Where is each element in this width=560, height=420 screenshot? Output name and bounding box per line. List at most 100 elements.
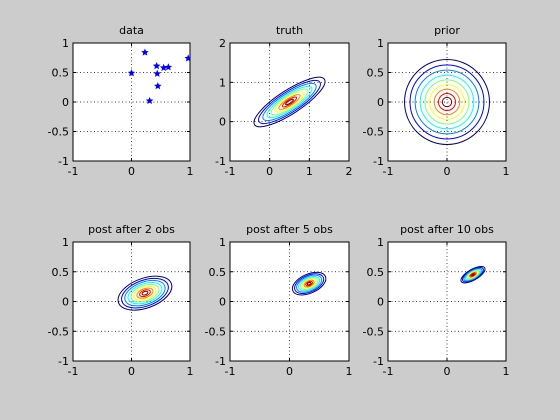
y-tick-label: -1 xyxy=(373,355,384,368)
contour-level-7 xyxy=(303,279,315,288)
x-tick-label: -1 xyxy=(68,165,79,178)
y-tick-label: 0 xyxy=(219,296,226,309)
y-tick-label: 1 xyxy=(62,37,69,50)
x-tick-label: 2 xyxy=(346,165,353,178)
x-tick-label: -1 xyxy=(383,365,394,378)
contour-level-2 xyxy=(409,64,485,140)
subplot-1: -1 0 1 -1 -0.5 0 0.5 1 data xyxy=(48,24,194,178)
contour-level-3 xyxy=(414,69,480,135)
contour-level-3 xyxy=(463,268,483,282)
contour-level-6 xyxy=(467,270,479,279)
contour-level-3 xyxy=(262,82,317,122)
subplot-6: -1 0 1 -1 -0.5 0 0.5 1 post after 10 obs xyxy=(363,223,510,378)
contour-level-1 xyxy=(117,275,173,311)
subplot-5: -1 0 1 -1 -0.5 0 0.5 1 post after 5 obs xyxy=(205,223,353,378)
contour-level-5 xyxy=(299,277,319,291)
contour-level-9 xyxy=(471,273,475,277)
contour-level-9 xyxy=(306,281,312,286)
y-tick-label: -1 xyxy=(58,355,69,368)
contour-level-7 xyxy=(468,271,478,278)
data-point xyxy=(145,96,154,105)
contour-level-1 xyxy=(291,271,327,296)
y-tick-label: -1 xyxy=(215,155,226,168)
contour-level-9 xyxy=(285,98,294,106)
data-point xyxy=(152,62,161,70)
x-tick-label: -1 xyxy=(225,165,236,178)
subplot-title: prior xyxy=(434,24,460,37)
subplot-title: truth xyxy=(276,24,303,37)
y-tick-label: 0 xyxy=(377,96,384,109)
contour-level-8 xyxy=(281,96,298,108)
y-tick-label: 1 xyxy=(377,37,384,50)
contour-level-4 xyxy=(127,281,163,305)
y-tick-label: 1 xyxy=(62,236,69,249)
x-tick-label: 1 xyxy=(187,165,194,178)
y-tick-label: -1 xyxy=(373,155,384,168)
x-tick-label: -1 xyxy=(225,365,236,378)
contour-level-6 xyxy=(301,278,317,289)
y-tick-label: -0.5 xyxy=(363,126,384,139)
x-tick-label: 0 xyxy=(128,165,135,178)
y-tick-label: -1 xyxy=(215,355,226,368)
subplot-3: -1 0 1 -1 -0.5 0 0.5 1 prior xyxy=(363,24,510,178)
y-tick-label: -0.5 xyxy=(205,325,226,338)
y-tick-label: 0 xyxy=(62,96,69,109)
data-point xyxy=(154,82,162,90)
x-tick-label: 0 xyxy=(444,365,451,378)
y-tick-label: 1 xyxy=(219,236,226,249)
y-tick-label: 0 xyxy=(219,116,226,129)
x-tick-label: 0 xyxy=(286,365,293,378)
x-tick-label: 1 xyxy=(306,165,313,178)
x-tick-label: 1 xyxy=(346,365,353,378)
contour-level-7 xyxy=(278,94,301,110)
contour-level-7 xyxy=(136,287,154,299)
y-tick-label: 0.5 xyxy=(52,67,70,80)
contour-level-5 xyxy=(130,283,160,303)
x-tick-label: 1 xyxy=(187,365,194,378)
x-tick-label: 1 xyxy=(503,365,510,378)
x-tick-label: -1 xyxy=(383,165,394,178)
x-tick-label: 0 xyxy=(266,165,273,178)
contour-level-2 xyxy=(121,277,169,309)
contour-level-3 xyxy=(296,274,323,293)
contour-level-7 xyxy=(433,88,461,116)
contour-level-6 xyxy=(429,84,465,120)
x-tick-label: 1 xyxy=(503,165,510,178)
contour-level-2 xyxy=(294,273,325,295)
y-tick-label: -0.5 xyxy=(48,126,69,139)
contour-level-9 xyxy=(441,96,453,108)
data-point xyxy=(141,48,149,56)
x-tick-label: 0 xyxy=(128,365,135,378)
y-tick-label: -1 xyxy=(58,155,69,168)
data-point xyxy=(153,69,162,77)
y-tick-label: 1 xyxy=(377,236,384,249)
contour-level-3 xyxy=(124,279,166,307)
y-tick-label: 2 xyxy=(219,37,226,50)
subplot-title: post after 5 obs xyxy=(246,223,333,236)
y-tick-label: 0 xyxy=(62,296,69,309)
y-tick-label: 0.5 xyxy=(52,266,70,279)
subplot-4: -1 0 1 -1 -0.5 0 0.5 1 post after 2 obs xyxy=(48,223,194,378)
y-tick-label: 0.5 xyxy=(367,67,385,80)
contour-level-2 xyxy=(258,79,321,125)
subplot-title: data xyxy=(119,24,144,37)
contour-level-5 xyxy=(466,269,480,280)
y-tick-label: 1 xyxy=(219,76,226,89)
contour-level-6 xyxy=(133,285,157,301)
data-point xyxy=(159,63,168,72)
y-tick-label: -0.5 xyxy=(48,325,69,338)
contour-level-6 xyxy=(274,91,305,113)
contour-level-2 xyxy=(461,267,484,283)
x-tick-label: -1 xyxy=(68,365,79,378)
y-tick-label: 0.5 xyxy=(367,266,385,279)
plot-area xyxy=(229,42,350,162)
contour-level-1 xyxy=(460,266,486,284)
subplot-2: -1 0 1 2 -1 0 1 2 truth xyxy=(215,24,352,178)
contour-level-8 xyxy=(438,93,456,111)
contour-level-4 xyxy=(419,74,475,130)
y-tick-label: -0.5 xyxy=(363,325,384,338)
contour-level-5 xyxy=(424,79,470,125)
contour-level-5 xyxy=(270,88,309,116)
y-tick-label: 0 xyxy=(377,296,384,309)
